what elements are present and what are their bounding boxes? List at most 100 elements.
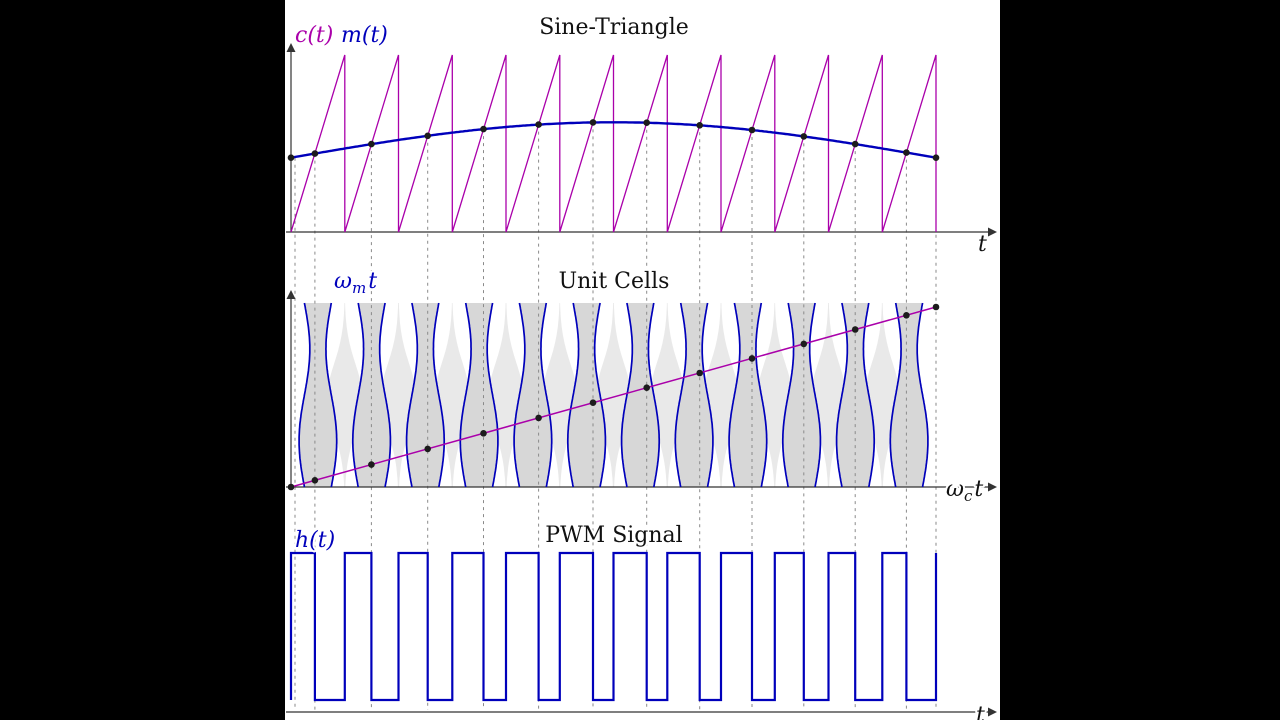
unit-cell-left-boundary [405,302,419,488]
unit-cell-region [460,303,498,487]
trajectory-dot [932,303,940,311]
unit-cell-right-boundary [540,302,553,488]
unit-cell-right-boundary [916,302,929,488]
sample-dot [589,119,597,126]
unit-cell-right-boundary [325,302,338,488]
trajectory-dot [696,369,703,377]
unit-cell-right-boundary [862,302,876,488]
sample-dot [903,149,910,156]
trajectory-dot [800,340,808,348]
unit-cell-left-boundary [835,302,849,488]
sample-dot [368,140,375,148]
unit-cell-ghost [380,303,417,487]
trajectory-dot [311,477,319,484]
plot2-title: Unit Cells [559,269,670,294]
plot2-x-axis-arrow [988,482,997,492]
unit-cell-right-boundary [486,302,499,488]
plot2-y-axis-label: ωmt [334,269,377,297]
plot3-x-axis-label: t [976,703,985,720]
unit-cell-ghost [703,303,739,487]
unit-cell-right-boundary [808,302,822,488]
trajectory-dot [903,312,910,319]
plot2-y-axis-arrow [286,290,296,299]
unit-cell-region [406,303,445,487]
plot3-title: PWM Signal [545,523,682,548]
trajectory-dot [287,483,295,491]
unit-cell-region [621,303,660,487]
sample-dot [424,132,432,140]
trajectory-dot [643,384,650,392]
unit-cell-left-boundary [351,302,365,488]
unit-cell-ghost [327,303,363,487]
unit-cell-left-boundary [566,302,580,488]
trajectory-dot [851,326,859,333]
unit-cells-fill-layer [299,303,928,487]
sample-dot [748,126,756,134]
unit-cell-region [352,303,391,487]
sample-dot [311,150,319,157]
trajectory-dot [480,430,487,437]
plot1-x-axis-label: t [978,232,987,257]
plot3-y-axis-label: h(t) [295,528,335,553]
trajectory-dot [748,355,756,362]
sine-triangle-geometry [286,43,997,237]
unit-cell-left-boundary [781,302,795,488]
trajectory-dot [368,461,375,468]
sample-dot [480,125,487,133]
trajectory-dot [589,399,597,407]
modulation-sine [290,121,937,159]
subscript-c: c [964,487,973,505]
unit-cell-ghost [488,303,524,487]
omega-glyph: ω [334,269,352,294]
unit-cell-right-boundary [432,302,446,488]
plot1-x-axis-arrow [988,227,997,237]
legend-modulation-label: m(t) [341,23,388,48]
unit-cell-region [729,303,767,487]
unit-cell-region [299,303,337,487]
unit-cell-ghost [434,303,470,487]
unit-cell-ghost [810,303,847,487]
pwm-waveform [289,551,938,702]
plot3-x-axis-arrow [988,707,997,717]
unit-cell-left-boundary [298,302,311,488]
unit-cells-geometry [286,290,997,492]
unit-cell-ghost [864,303,900,487]
subscript-m: m [352,279,366,297]
unit-cell-region [514,303,552,487]
unit-cell-left-boundary [728,302,741,488]
omega-glyph: ω [946,477,964,502]
time-variable: t [368,269,377,294]
unit-cell-right-boundary [755,302,768,488]
unit-cell-ghost [542,303,578,487]
trajectory-dot [535,414,542,422]
unit-cell-region [675,303,713,487]
unit-cell-left-boundary [620,302,634,488]
plot2-x-axis-label: ωct [946,477,983,505]
sample-dot [932,154,940,161]
unit-cell-right-boundary [647,302,661,488]
trajectory-dot [424,445,432,453]
unit-cell-region [782,303,821,487]
unit-cell-right-boundary [593,302,607,488]
sample-dot [287,154,295,161]
unit-cell-left-boundary [513,302,526,488]
unit-cell-left-boundary [674,302,687,488]
sample-dot [643,119,650,126]
plot1-title: Sine-Triangle [539,15,689,40]
unit-cell-ghost [595,303,632,487]
pwm-geometry [286,551,997,717]
plot1-y-axis-arrow [286,43,296,52]
sample-dot [535,121,542,128]
unit-cell-ghost [649,303,685,487]
carrier-sawtooth [290,54,937,233]
time-variable: t [974,477,983,502]
unit-cell-ghost [757,303,793,487]
trajectory-line [290,306,937,488]
sample-dot [851,140,859,148]
unit-cell-left-boundary [889,302,902,488]
unit-cell-region [836,303,875,487]
sample-dot [800,133,808,140]
unit-cell-right-boundary [701,302,714,488]
